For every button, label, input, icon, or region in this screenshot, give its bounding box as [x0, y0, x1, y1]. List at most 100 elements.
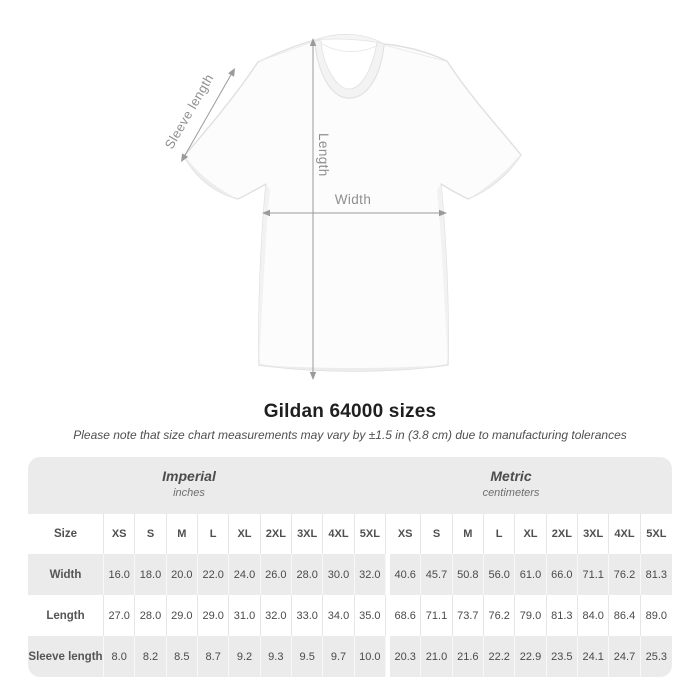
- length-annotation: [309, 38, 317, 380]
- size-cell: 4XL: [609, 514, 641, 554]
- value-cell: 31.0: [229, 595, 261, 636]
- value-cell: 9.7: [323, 636, 355, 677]
- value-cell: 8.2: [135, 636, 167, 677]
- value-cell: 20.3: [390, 636, 422, 677]
- page-subtitle: Please note that size chart measurements…: [73, 428, 627, 442]
- length-arrow-up-icon: [309, 38, 317, 46]
- group-divider: [386, 595, 390, 636]
- value-cell: 86.4: [609, 595, 641, 636]
- group-divider: [386, 636, 390, 677]
- size-cell: L: [198, 514, 230, 554]
- value-cell: 21.0: [421, 636, 453, 677]
- value-cell: 24.1: [578, 636, 610, 677]
- value-cell: 22.9: [515, 636, 547, 677]
- value-cell: 32.0: [354, 554, 386, 595]
- shirt-image: Length Width Sleeve length: [162, 34, 522, 380]
- sleeve-arrow-up-icon: [228, 68, 235, 77]
- size-grid: Size XS S M L XL 2XL 3XL 4XL 5XL XS S M L XL 2XL 3XL 4XL 5…: [28, 514, 672, 677]
- value-cell: 81.3: [640, 554, 672, 595]
- value-cell: 20.0: [166, 554, 198, 595]
- size-cell: XL: [515, 514, 547, 554]
- size-cell: XS: [390, 514, 422, 554]
- value-cell: 29.0: [198, 595, 230, 636]
- value-cell: 29.0: [166, 595, 198, 636]
- value-cell: 50.8: [452, 554, 484, 595]
- value-cell: 68.6: [390, 595, 422, 636]
- value-cell: 21.6: [452, 636, 484, 677]
- value-cell: 8.7: [198, 636, 230, 677]
- value-cell: 81.3: [546, 595, 578, 636]
- page-title: Gildan 64000 sizes: [263, 401, 437, 422]
- size-cell: 5XL: [640, 514, 672, 554]
- value-cell: 30.0: [323, 554, 355, 595]
- size-cell: S: [421, 514, 453, 554]
- value-cell: 35.0: [354, 595, 386, 636]
- row-label: Width: [28, 554, 104, 595]
- value-cell: 45.7: [421, 554, 453, 595]
- value-cell: 22.2: [484, 636, 516, 677]
- group-header-metric: Metric centimeters: [350, 457, 672, 514]
- size-cell: 5XL: [354, 514, 386, 554]
- value-cell: 22.0: [198, 554, 230, 595]
- value-cell: 34.0: [323, 595, 355, 636]
- sleeve-length-annotation: [181, 68, 235, 162]
- value-cell: 18.0: [135, 554, 167, 595]
- size-cell: 2XL: [260, 514, 292, 554]
- size-table: Imperial inches Metric centimeters Size X…: [28, 457, 672, 677]
- value-cell: 8.5: [166, 636, 198, 677]
- value-cell: 25.3: [640, 636, 672, 677]
- value-cell: 9.5: [292, 636, 324, 677]
- table-row: Width 16.0 18.0 20.0 22.0 24.0 26.0 28.0 30.0 32.…: [28, 554, 672, 595]
- value-cell: 9.2: [229, 636, 261, 677]
- table-row: Length 27.0 28.0 29.0 29.0 31.0 32.0 33.0 34.0 35…: [28, 595, 672, 636]
- imperial-unit: inches: [173, 487, 205, 499]
- value-cell: 26.0: [260, 554, 292, 595]
- size-cell: S: [135, 514, 167, 554]
- row-label: Length: [28, 595, 104, 636]
- unit-group-header: Imperial inches Metric centimeters: [28, 457, 672, 514]
- value-cell: 8.0: [104, 636, 136, 677]
- value-cell: 66.0: [546, 554, 578, 595]
- metric-unit: centimeters: [482, 487, 540, 499]
- length-arrow-down-icon: [309, 372, 317, 380]
- value-cell: 28.0: [135, 595, 167, 636]
- value-cell: 10.0: [354, 636, 386, 677]
- size-cell: L: [484, 514, 516, 554]
- sleeve-length-line: [183, 72, 233, 158]
- value-cell: 61.0: [515, 554, 547, 595]
- size-cell: 3XL: [578, 514, 610, 554]
- tshirt-shape: [183, 34, 522, 372]
- value-cell: 84.0: [578, 595, 610, 636]
- size-cell: 4XL: [323, 514, 355, 554]
- value-cell: 71.1: [421, 595, 453, 636]
- size-cell: 3XL: [292, 514, 324, 554]
- sleeve-arrow-down-icon: [181, 153, 189, 162]
- value-cell: 24.7: [609, 636, 641, 677]
- value-cell: 23.5: [546, 636, 578, 677]
- size-cell: M: [452, 514, 484, 554]
- value-cell: 79.0: [515, 595, 547, 636]
- value-cell: 56.0: [484, 554, 516, 595]
- value-cell: 40.6: [390, 554, 422, 595]
- imperial-label: Imperial: [162, 468, 216, 484]
- width-label: Width: [335, 192, 372, 207]
- shirt-diagram: Length Width Sleeve length: [162, 34, 522, 380]
- width-arrow-left-icon: [262, 209, 270, 217]
- value-cell: 76.2: [609, 554, 641, 595]
- value-cell: 24.0: [229, 554, 261, 595]
- size-cell: M: [166, 514, 198, 554]
- table-row: Sleeve length 8.0 8.2 8.5 8.7 9.2 9.3 9.5 9.7 10.…: [28, 636, 672, 677]
- value-cell: 16.0: [104, 554, 136, 595]
- size-cell: 2XL: [546, 514, 578, 554]
- value-cell: 71.1: [578, 554, 610, 595]
- value-cell: 33.0: [292, 595, 324, 636]
- group-divider: [386, 554, 390, 595]
- size-cell: XS: [104, 514, 136, 554]
- value-cell: 73.7: [452, 595, 484, 636]
- width-annotation: [262, 209, 447, 217]
- value-cell: 89.0: [640, 595, 672, 636]
- metric-label: Metric: [490, 468, 532, 484]
- group-header-imperial: Imperial inches: [28, 457, 350, 514]
- size-cell: XL: [229, 514, 261, 554]
